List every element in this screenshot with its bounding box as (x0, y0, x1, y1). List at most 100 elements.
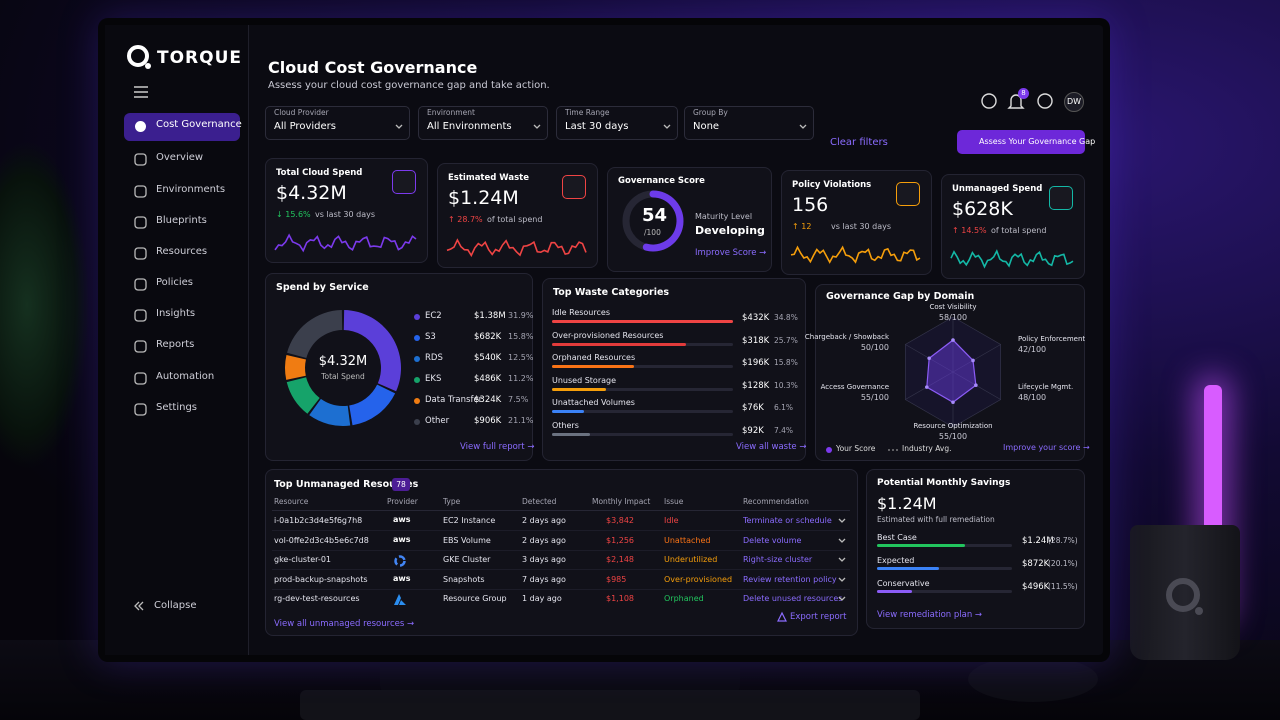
filter-box[interactable] (556, 106, 678, 140)
nav-icon-shape (134, 247, 147, 260)
cell: $985 (606, 574, 627, 584)
service-share: 15.8% (508, 332, 534, 341)
waste-link[interactable]: View all waste → (736, 442, 807, 452)
waste-track (552, 410, 733, 413)
filter-label: Environment (427, 108, 475, 117)
table-count: 78 (392, 478, 410, 491)
score-value: 54 (642, 205, 668, 226)
service-amount: $486K (474, 374, 502, 384)
nav-item[interactable]: Environments (156, 184, 226, 195)
spend-link[interactable]: View full report → (460, 442, 535, 452)
scenario-share: (11.5%) (1048, 582, 1078, 591)
nav-icon (134, 247, 147, 260)
nav-icon-shape (134, 278, 147, 291)
score-link[interactable]: Improve Score → (695, 248, 767, 258)
waste-share: 6.1% (774, 403, 794, 412)
radar-point (927, 356, 931, 361)
chevron-shape (395, 124, 403, 129)
table-link[interactable]: View all unmanaged resources → (274, 619, 415, 629)
donut-segment (349, 384, 396, 426)
kpi-value: 156 (792, 194, 829, 216)
provider-logo: aws (393, 534, 411, 544)
waste-bar (552, 410, 584, 413)
radar-point (974, 383, 978, 387)
legend-dash (888, 449, 900, 451)
gap-link[interactable]: Improve your score → (1003, 443, 1090, 452)
cta-button[interactable]: Assess Your Governance Gap (957, 130, 1095, 154)
nav-item[interactable]: Policies (156, 277, 193, 288)
cell[interactable]: Delete volume (743, 535, 802, 545)
row-rule (272, 588, 850, 590)
nav-icon (134, 403, 147, 416)
nav-icon-shape (135, 121, 146, 132)
nav-item[interactable]: Overview (156, 152, 204, 163)
sparkline-path (950, 249, 1074, 269)
service-share: 12.5% (508, 353, 534, 362)
waste-track (552, 365, 733, 368)
avatar[interactable]: DW (1064, 92, 1084, 112)
filter-box[interactable] (684, 106, 814, 140)
nav-item[interactable]: Resources (156, 246, 208, 257)
kpi-note: of total spend (991, 226, 1047, 235)
kpi-card (941, 174, 1085, 279)
donut-segment (309, 398, 351, 426)
legend-dot (414, 314, 420, 320)
waste-name: Orphaned Resources (552, 353, 636, 362)
domain-name: Policy Enforcement (1018, 335, 1086, 343)
waste-amount: $76K (742, 403, 764, 413)
nav-item[interactable]: Automation (156, 371, 215, 382)
collapse[interactable]: Collapse (154, 600, 197, 611)
cell[interactable]: Delete unused resources (743, 594, 843, 603)
gap-legend: Industry Avg. (902, 444, 952, 453)
nav-icon-shape (134, 216, 147, 229)
azure-logo (394, 594, 406, 605)
export-link[interactable]: Export report (790, 612, 847, 622)
nav-item[interactable]: Settings (156, 402, 198, 413)
savings-value: $1.24M (877, 494, 937, 513)
donut-segment (343, 310, 401, 392)
menu-icon[interactable] (134, 86, 148, 98)
waste-title: Top Waste Categories (553, 287, 670, 298)
cell: Idle (664, 516, 679, 525)
nav-item[interactable]: Blueprints (156, 215, 207, 226)
service-name: Other (425, 416, 450, 426)
clear-filters[interactable]: Clear filters (830, 137, 888, 148)
donut-segment (285, 355, 306, 380)
cell: Snapshots (443, 574, 485, 584)
filter-box[interactable] (265, 106, 410, 140)
radar-point (951, 400, 955, 405)
column-header: Provider (387, 497, 418, 506)
cell: Resource Group (443, 594, 507, 603)
waste-amount: $92K (742, 425, 764, 436)
kpi-delta: ↑ 12 (792, 222, 812, 231)
domain-score: 50/100 (860, 343, 889, 352)
brand: TORQUE (157, 48, 243, 68)
provider-logo (394, 594, 406, 605)
waste-name: Others (552, 420, 579, 430)
service-amount: $906K (474, 416, 502, 426)
filter-box[interactable] (418, 106, 548, 140)
mug-logo (1166, 578, 1203, 615)
scenario-amount: $872K (1022, 559, 1050, 569)
scenario-share: (20.1%) (1048, 559, 1078, 568)
cell[interactable]: Terminate or schedule (743, 516, 832, 525)
savings-link[interactable]: View remediation plan → (877, 610, 983, 620)
maturity: Developing (695, 224, 765, 237)
row-rule (272, 549, 850, 551)
kpi-title: Estimated Waste (448, 173, 530, 183)
keyboard (300, 690, 920, 720)
cell: $2,148 (606, 555, 634, 564)
chevron (838, 596, 846, 601)
nav-item[interactable]: Insights (156, 308, 196, 319)
chevron-shape (838, 538, 846, 543)
cell[interactable]: Review retention policy (743, 574, 837, 584)
waste-bar (552, 432, 591, 436)
cell[interactable]: Right-size cluster (743, 555, 813, 564)
nav-item[interactable]: Reports (156, 339, 195, 350)
sparkline (950, 249, 1074, 269)
waste-share: 25.7% (774, 335, 798, 345)
nav-item[interactable]: Cost Governance (156, 119, 242, 130)
nav-icon-shape (134, 372, 147, 385)
filter-label: Cloud Provider (274, 108, 329, 117)
waste-name: Unused Storage (552, 375, 617, 385)
